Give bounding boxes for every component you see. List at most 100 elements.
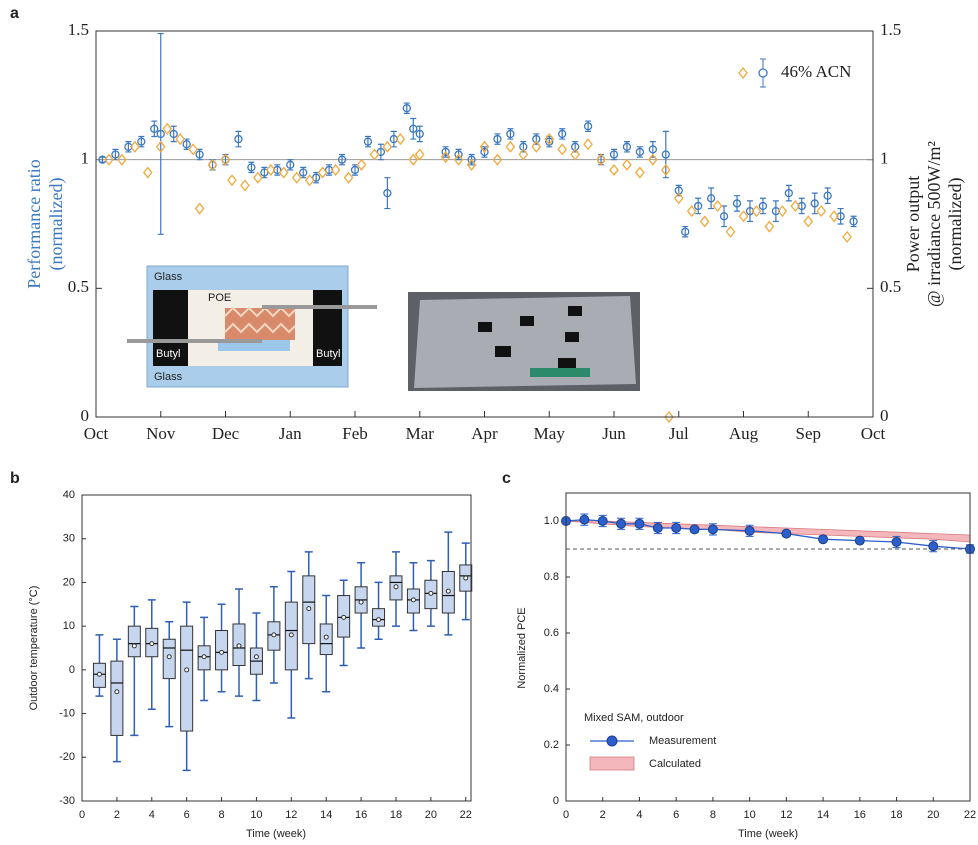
data-point: [673, 192, 684, 205]
x-tick-label: 20: [425, 809, 437, 821]
mean: [410, 597, 416, 603]
y-axis-label: Performance ratio: [24, 159, 44, 288]
data-point: [648, 153, 658, 166]
photo-cell: [478, 322, 492, 332]
whisker-high: [426, 559, 435, 581]
error-bar: [416, 125, 423, 143]
whisker-high: [95, 634, 104, 664]
x-tick-label: 0: [79, 809, 85, 821]
data-point: [751, 205, 762, 218]
data-point: [829, 210, 839, 223]
data-point: [928, 541, 939, 552]
y-tick-label: 0.6: [544, 627, 559, 639]
data-point: [545, 137, 554, 146]
panel-label: a: [10, 5, 19, 22]
y-tick-label: 0: [553, 795, 559, 807]
y-tick-label: 40: [63, 489, 75, 501]
data-point: [441, 147, 450, 157]
data-point: [467, 155, 476, 164]
mean: [201, 654, 207, 660]
whisker-low: [461, 591, 470, 621]
data-point: [414, 148, 425, 161]
y-tick-label: 0: [69, 664, 75, 676]
data-point: [803, 215, 814, 228]
cell-pattern: [224, 306, 296, 334]
legend-label: 46% ACN: [781, 62, 851, 81]
data-point: [317, 166, 328, 179]
x-tick-label: Apr: [471, 424, 498, 443]
data-point: [797, 201, 806, 211]
data-point: [142, 166, 153, 179]
data-point: [260, 168, 269, 177]
data-point: [738, 210, 749, 223]
y-tick-label: 0.5: [68, 277, 89, 296]
whisker-high: [304, 551, 313, 576]
data-point: [356, 158, 367, 171]
data-point: [558, 129, 567, 139]
data-point: [330, 163, 341, 177]
error-bar: [235, 130, 242, 148]
inset-label: Glass: [154, 271, 183, 283]
data-point: [155, 140, 166, 153]
photo-cell: [558, 358, 576, 370]
whisker-high: [147, 599, 156, 629]
data-point: [278, 166, 289, 179]
whisker-low: [269, 650, 278, 684]
x-tick-label: 6: [184, 809, 190, 821]
whisker-high: [409, 562, 418, 589]
x-axis-label: Time (week): [246, 828, 306, 840]
data-point: [725, 225, 736, 238]
data-point: [616, 518, 627, 529]
x-tick-label: 0: [563, 809, 569, 821]
data-point: [408, 153, 419, 166]
error-bar: [811, 192, 818, 215]
butyl-left: [153, 290, 188, 366]
data-point: [609, 150, 619, 159]
data-point: [597, 516, 608, 526]
data-point: [395, 133, 406, 146]
photo-cell: [520, 316, 534, 326]
data-point: [719, 212, 729, 221]
data-point: [409, 124, 418, 133]
panel-label: b: [10, 470, 20, 487]
x-tick-label: 10: [744, 809, 756, 821]
data-point: [130, 140, 140, 153]
x-tick-label: 6: [673, 809, 679, 821]
error-bar: [759, 197, 766, 215]
mean: [445, 588, 451, 594]
data-point: [635, 147, 645, 157]
data-point: [891, 537, 902, 547]
data-point: [745, 206, 755, 216]
error-bar: [662, 130, 669, 179]
butyl-right: [313, 290, 342, 366]
box: [110, 660, 124, 736]
data-point: [842, 230, 852, 243]
data-point: [227, 174, 237, 187]
whisker-low: [391, 599, 400, 627]
data-point: [557, 143, 568, 156]
x-tick-label: 12: [780, 809, 792, 821]
error-bar: [384, 177, 391, 210]
data-point: [111, 150, 120, 159]
whisker-low: [130, 656, 139, 737]
whisker-high: [217, 603, 226, 631]
data-point: [570, 148, 580, 161]
mean: [114, 689, 120, 695]
data-point: [480, 147, 489, 157]
mean: [428, 590, 434, 596]
data-point: [518, 148, 529, 161]
legend-label: Measurement: [649, 735, 716, 747]
whisker-low: [252, 674, 261, 702]
whisker-high: [112, 638, 121, 662]
whisker-low: [322, 654, 331, 693]
data-point: [150, 124, 159, 133]
y-tick-label: 0: [81, 406, 90, 425]
mean: [166, 654, 172, 660]
x-tick-label: Oct: [84, 424, 109, 443]
y-tick-label: 1.5: [68, 20, 89, 39]
legend-swatch: [589, 756, 635, 771]
whisker-high: [374, 581, 383, 609]
y2-tick-label: 0: [880, 406, 889, 425]
whisker-low: [234, 665, 243, 697]
mean: [149, 641, 155, 647]
